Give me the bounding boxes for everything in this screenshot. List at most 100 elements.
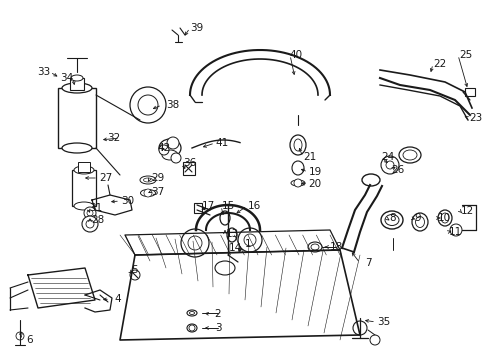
Circle shape — [143, 189, 152, 197]
Ellipse shape — [293, 139, 302, 151]
Text: 4: 4 — [115, 294, 121, 304]
Ellipse shape — [215, 261, 235, 275]
Bar — [70, 78, 84, 90]
Ellipse shape — [186, 310, 197, 316]
Circle shape — [449, 224, 461, 236]
Text: 17: 17 — [201, 201, 214, 211]
Text: 39: 39 — [190, 23, 203, 33]
Text: 15: 15 — [221, 201, 234, 211]
Circle shape — [238, 228, 262, 252]
Text: 26: 26 — [390, 165, 404, 175]
Text: 6: 6 — [27, 335, 33, 345]
Circle shape — [130, 270, 140, 280]
Text: 18: 18 — [329, 242, 342, 252]
Text: 35: 35 — [377, 317, 390, 327]
Bar — [78, 162, 90, 172]
Text: 14: 14 — [228, 243, 241, 253]
Circle shape — [86, 220, 94, 228]
Text: 9: 9 — [414, 213, 421, 223]
Text: 40: 40 — [289, 50, 302, 60]
Text: 29: 29 — [151, 173, 164, 183]
Ellipse shape — [361, 174, 379, 186]
Ellipse shape — [310, 244, 318, 250]
Ellipse shape — [159, 139, 181, 157]
Ellipse shape — [140, 189, 155, 197]
Circle shape — [181, 229, 208, 257]
Text: 16: 16 — [247, 201, 260, 211]
Text: 37: 37 — [151, 187, 164, 197]
Ellipse shape — [140, 176, 156, 184]
Text: 20: 20 — [308, 179, 321, 189]
Circle shape — [130, 87, 165, 123]
Text: 22: 22 — [432, 59, 446, 69]
Text: 7: 7 — [364, 258, 370, 268]
Ellipse shape — [402, 150, 416, 160]
Text: 25: 25 — [458, 50, 472, 60]
Bar — [194, 203, 202, 213]
Text: 24: 24 — [381, 152, 394, 162]
Ellipse shape — [307, 242, 321, 252]
Circle shape — [189, 325, 195, 331]
Ellipse shape — [71, 75, 83, 81]
Text: 11: 11 — [447, 227, 461, 237]
Circle shape — [380, 156, 398, 174]
Ellipse shape — [162, 150, 178, 160]
Ellipse shape — [384, 215, 398, 225]
Text: 33: 33 — [37, 67, 51, 77]
Text: 10: 10 — [437, 213, 449, 223]
Ellipse shape — [143, 178, 152, 182]
Text: 41: 41 — [215, 138, 228, 148]
Text: 36: 36 — [183, 158, 196, 168]
Ellipse shape — [440, 213, 448, 223]
Circle shape — [16, 332, 24, 340]
Text: 31: 31 — [89, 203, 102, 213]
Ellipse shape — [290, 180, 305, 186]
Ellipse shape — [62, 83, 92, 93]
Text: 12: 12 — [459, 206, 473, 216]
Text: 21: 21 — [303, 152, 316, 162]
Circle shape — [167, 137, 179, 149]
Text: 8: 8 — [389, 213, 395, 223]
Circle shape — [385, 161, 393, 169]
Ellipse shape — [74, 202, 94, 210]
Text: 30: 30 — [121, 196, 134, 206]
Circle shape — [244, 234, 256, 246]
Circle shape — [82, 216, 98, 232]
Circle shape — [171, 153, 181, 163]
Ellipse shape — [437, 210, 451, 226]
Ellipse shape — [398, 147, 420, 163]
Circle shape — [87, 210, 93, 216]
Bar — [72, 170, 96, 206]
Ellipse shape — [62, 143, 92, 153]
Text: 28: 28 — [91, 215, 104, 225]
Circle shape — [138, 95, 158, 115]
Circle shape — [84, 207, 96, 219]
Circle shape — [159, 145, 169, 155]
Bar — [58, 88, 96, 148]
Text: 32: 32 — [107, 133, 121, 143]
Text: 3: 3 — [214, 323, 221, 333]
Text: 34: 34 — [60, 73, 74, 83]
Text: 23: 23 — [468, 113, 482, 123]
Text: 19: 19 — [308, 167, 321, 177]
Bar — [183, 162, 195, 175]
Text: 5: 5 — [131, 265, 138, 275]
Text: 2: 2 — [214, 309, 221, 319]
Ellipse shape — [186, 324, 197, 332]
Bar — [464, 88, 474, 96]
Ellipse shape — [289, 135, 305, 155]
Circle shape — [293, 179, 302, 187]
Circle shape — [352, 321, 366, 335]
Text: 42: 42 — [157, 143, 170, 153]
Ellipse shape — [226, 228, 237, 242]
Ellipse shape — [220, 211, 229, 225]
Text: 1: 1 — [244, 239, 251, 249]
Ellipse shape — [74, 166, 94, 174]
Circle shape — [187, 236, 202, 250]
Ellipse shape — [380, 211, 402, 229]
Ellipse shape — [189, 311, 194, 315]
Text: 38: 38 — [166, 100, 179, 110]
Ellipse shape — [291, 161, 304, 175]
Text: 13: 13 — [225, 229, 238, 239]
Text: 27: 27 — [99, 173, 112, 183]
